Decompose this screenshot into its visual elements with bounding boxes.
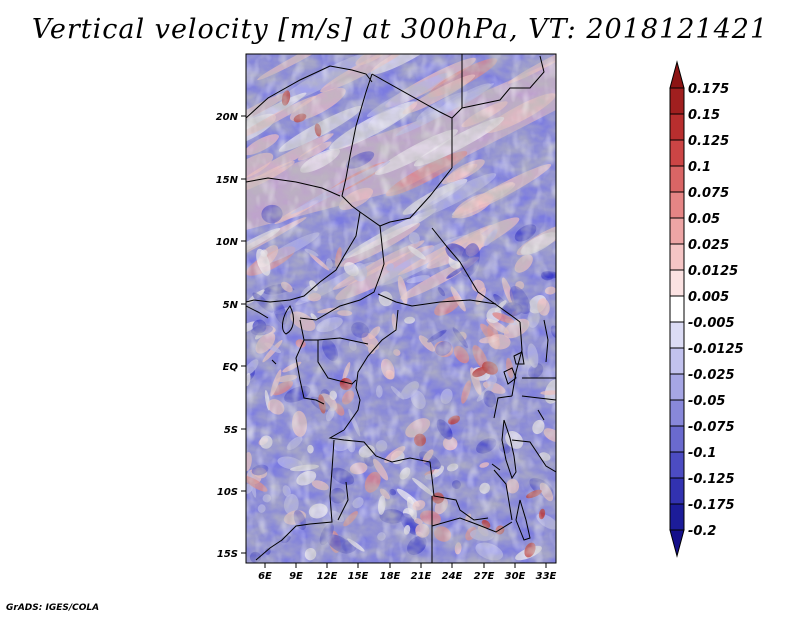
colorbar-swatch [669,191,685,219]
colorbar-under-arrow [669,529,685,558]
colorbar-tick-label: -0.175 [688,498,735,513]
grads-credit: GrADS: IGES/COLA [6,603,100,613]
colorbar-tick-label: 0.05 [688,212,720,227]
lat-label: 5S [224,425,238,436]
colorbar-swatch [669,139,685,167]
lat-label: 15N [216,175,239,186]
colorbar-tick-label: 0.125 [688,134,729,149]
colorbar-tick-label: -0.0125 [688,342,744,357]
colorbar-over-arrow [669,60,685,89]
colorbar-tick-label: 0.0125 [688,264,738,279]
colorbar-swatch [669,87,685,115]
colorbar-swatch [669,347,685,375]
map-frame [245,53,557,564]
longitude-axis: 6E 9E 12E 15E 18E 21E 24E 27E 30E 33E [258,563,557,582]
colorbar-swatch [669,451,685,479]
colorbar-swatch [669,503,685,531]
lon-label: 9E [289,571,303,582]
colorbar-swatch [669,295,685,323]
colorbar-tick-label: 0.175 [688,82,729,97]
colorbar-tick-label: -0.05 [688,394,725,409]
lon-label: 15E [348,571,369,582]
colorbar-swatch [669,113,685,141]
colorbar-tick-label: -0.1 [688,446,716,461]
latitude-axis: 20N 15N 10N 5N EQ 5S 10S 15S [216,112,246,560]
country-borders [246,54,556,563]
colorbar-swatch [669,399,685,427]
colorbar-swatch [669,373,685,401]
lat-label: 10N [216,237,239,248]
lon-label: 24E [442,571,463,582]
colorbar-swatch [669,425,685,453]
colorbar-swatch [669,321,685,349]
colorbar-tick-label: -0.005 [688,316,735,331]
colorbar-tick-label: 0.025 [688,238,729,253]
lon-label: 18E [380,571,401,582]
lat-label: EQ [223,362,239,373]
colorbar-tick-label: -0.2 [688,524,716,539]
lat-label: 15S [217,549,238,560]
lon-label: 33E [536,571,557,582]
colorbar-tick-label: -0.125 [688,472,735,487]
lat-label: 10S [217,487,238,498]
lon-label: 6E [258,571,272,582]
colorbar-tick-label: -0.025 [688,368,735,383]
lakes-and-coast [246,305,549,541]
colorbar-swatch [669,217,685,245]
colorbar-tick-label: 0.15 [688,108,720,123]
lon-label: 12E [317,571,338,582]
colorbar-tick-label: -0.075 [688,420,735,435]
lon-label: 21E [411,571,432,582]
colorbar-swatch [669,243,685,271]
lat-label: 20N [216,112,239,123]
map-title: Vertical velocity [m/s] at 300hPa, VT: 2… [31,14,769,45]
lon-label: 27E [474,571,495,582]
colorbar: 0.175 0.15 0.125 0.1 0.075 0.05 0.025 0.0125 0.0… [669,60,744,558]
colorbar-swatch [669,477,685,505]
lat-label: 5N [223,300,239,311]
colorbar-swatch [669,269,685,297]
colorbar-swatch [669,165,685,193]
colorbar-tick-label: 0.075 [688,186,729,201]
colorbar-tick-label: 0.1 [688,160,711,175]
colorbar-tick-label: 0.005 [688,290,729,305]
velocity-field [246,54,556,563]
lon-label: 30E [505,571,526,582]
